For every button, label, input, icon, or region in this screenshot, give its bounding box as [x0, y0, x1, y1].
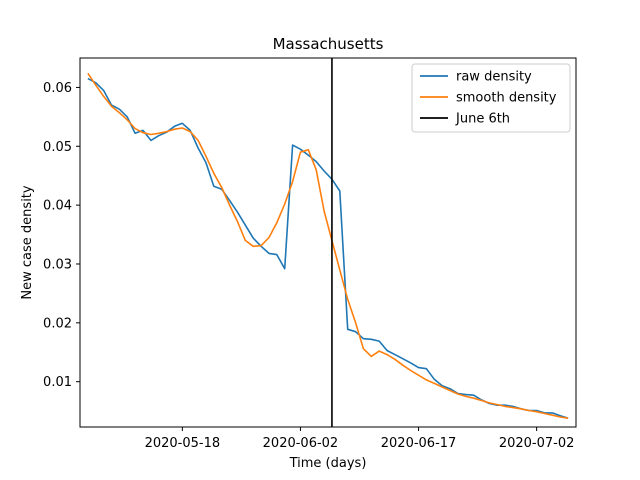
y-tick-label: 0.01 — [43, 375, 72, 390]
legend-label-raw-density: raw density — [456, 70, 532, 85]
y-tick-label: 0.02 — [43, 316, 72, 331]
y-tick-label: 0.03 — [43, 257, 72, 272]
series-line-smooth-density — [87, 72, 569, 419]
plot-area — [87, 58, 569, 427]
y-axis-title: New case density — [20, 185, 35, 299]
legend-label-smooth-density: smooth density — [456, 91, 557, 106]
chart-title: Massachusetts — [273, 35, 384, 53]
y-tick-label: 0.06 — [43, 81, 72, 96]
plot-frame — [79, 57, 577, 428]
y-tick-label: 0.04 — [43, 199, 72, 214]
legend-label-june-6th: June 6th — [455, 112, 510, 127]
legend: raw density smooth density June 6th — [411, 63, 571, 133]
x-tick-label: 2020-07-02 — [499, 436, 575, 451]
x-axis-title: Time (days) — [289, 456, 367, 471]
axes: 2020-05-18 2020-06-02 2020-06-17 2020-07-02… — [43, 81, 574, 451]
x-tick-label: 2020-06-17 — [381, 436, 457, 451]
y-tick-label: 0.05 — [43, 140, 72, 155]
x-tick-label: 2020-06-02 — [263, 436, 339, 451]
x-tick-label: 2020-05-18 — [145, 436, 221, 451]
legend-box — [411, 63, 571, 133]
